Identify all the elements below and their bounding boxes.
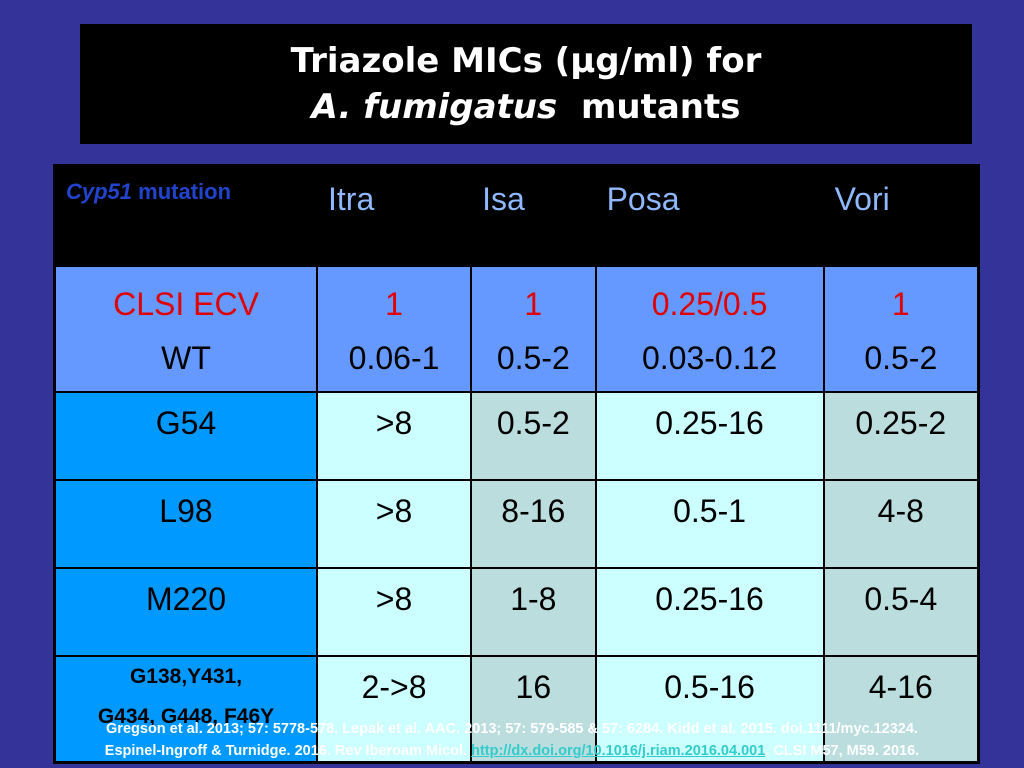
row-label-line1: G138,Y431, bbox=[129, 665, 243, 688]
table-cell: 16 bbox=[470, 655, 597, 764]
table-row-ecv: CLSI ECV WT 1 0.06-1 1 0.5-2 0.25/0.5 0.03-0… bbox=[53, 265, 980, 393]
table-cell: 0.5-2 bbox=[470, 391, 597, 481]
slide-title: Triazole MICs (µg/ml) for A. fumigatus m… bbox=[80, 24, 972, 144]
table-cell: 1-8 bbox=[470, 567, 597, 657]
cell-ecv-itra: 1 0.06-1 bbox=[315, 265, 473, 393]
ecv-posa: 0.25/0.5 bbox=[651, 286, 768, 322]
table-cell: 0.25-16 bbox=[594, 567, 825, 657]
reference-text: Espinel-Ingroff & Turnidge. 2016. Rev Ib… bbox=[104, 743, 472, 759]
row-label: G54 bbox=[53, 391, 318, 481]
row-label: L98 bbox=[53, 479, 318, 569]
cell-ecv-isa: 1 0.5-2 bbox=[470, 265, 597, 393]
cell-ecv-label: CLSI ECV WT bbox=[53, 265, 318, 393]
table-cell: >8 bbox=[315, 567, 473, 657]
ecv-vori: 1 bbox=[891, 286, 910, 322]
title-organism: A. fumigatus bbox=[311, 87, 558, 127]
row-label: G138,Y431, G434, G448, F46Y bbox=[53, 655, 318, 764]
row-label: M220 bbox=[53, 567, 318, 657]
title-mutants: mutants bbox=[580, 87, 741, 127]
table-cell: >8 bbox=[315, 479, 473, 569]
table-cell: 0.25-16 bbox=[594, 391, 825, 481]
header-vori: Vori bbox=[822, 164, 980, 267]
table-cell: 0.5-1 bbox=[594, 479, 825, 569]
table-cell: >8 bbox=[315, 391, 473, 481]
table-cell: 2->8 bbox=[315, 655, 473, 764]
doi-link[interactable]: http://dx.doi.org/10.1016/j.riam.2016.04… bbox=[471, 743, 766, 759]
table-cell: 0.5-16 bbox=[594, 655, 825, 764]
table-row: L98 >8 8-16 0.5-1 4-8 bbox=[53, 479, 980, 569]
reference-text-end: . CLSI M57, M59. 2016. bbox=[765, 743, 920, 759]
wt-posa: 0.03-0.12 bbox=[641, 340, 778, 376]
cell-ecv-vori: 1 0.5-2 bbox=[822, 265, 980, 393]
table-row: M220 >8 1-8 0.25-16 0.5-4 bbox=[53, 567, 980, 657]
table-row: G138,Y431, G434, G448, F46Y 2->8 16 0.5-1… bbox=[53, 655, 980, 764]
table-cell: 4-16 bbox=[822, 655, 980, 764]
ecv-itra: 1 bbox=[385, 286, 403, 322]
header-mutation-text: mutation bbox=[132, 179, 232, 204]
header-mutation: Cyp51 mutation bbox=[53, 164, 318, 267]
ecv-isa: 1 bbox=[524, 286, 543, 322]
reference-line-2: Espinel-Ingroff & Turnidge. 2016. Rev Ib… bbox=[0, 740, 1024, 762]
wt-label: WT bbox=[161, 340, 211, 376]
table-header-row: Cyp51 mutation Itra Isa Posa Vori bbox=[53, 164, 980, 267]
references: Gregson et al. 2013; 57: 5778-578. Lepak… bbox=[0, 718, 1024, 762]
wt-isa: 0.5-2 bbox=[496, 340, 570, 376]
ecv-label: CLSI ECV bbox=[113, 286, 259, 322]
header-posa: Posa bbox=[594, 164, 825, 267]
title-line-2: A. fumigatus mutants bbox=[80, 84, 972, 130]
header-isa: Isa bbox=[470, 164, 597, 267]
table-cell: 4-8 bbox=[822, 479, 980, 569]
header-itra: Itra bbox=[315, 164, 473, 267]
table-cell: 0.5-4 bbox=[822, 567, 980, 657]
cell-ecv-posa: 0.25/0.5 0.03-0.12 bbox=[594, 265, 825, 393]
wt-itra: 0.06-1 bbox=[348, 340, 440, 376]
reference-line-1: Gregson et al. 2013; 57: 5778-578. Lepak… bbox=[106, 721, 918, 737]
table-cell: 8-16 bbox=[470, 479, 597, 569]
table-row: G54 >8 0.5-2 0.25-16 0.25-2 bbox=[53, 391, 980, 481]
table-cell: 0.25-2 bbox=[822, 391, 980, 481]
row-label-line2: G434, G448, F46Y bbox=[97, 705, 275, 728]
title-line-1: Triazole MICs (µg/ml) for bbox=[290, 41, 762, 81]
header-cyp51: Cyp51 bbox=[66, 179, 133, 204]
wt-vori: 0.5-2 bbox=[864, 340, 938, 376]
mic-table: Cyp51 mutation Itra Isa Posa Vori CLSI E… bbox=[53, 164, 980, 764]
